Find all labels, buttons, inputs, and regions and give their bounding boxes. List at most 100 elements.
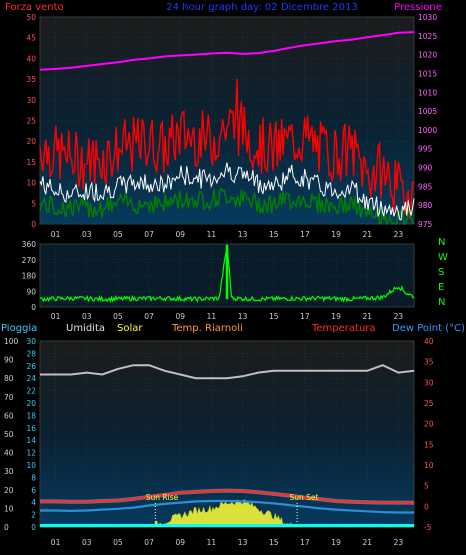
- pressure-y-tick-label: 990: [418, 164, 433, 173]
- temp-x-tick-label: 11: [207, 538, 217, 547]
- dir-letter-s: S: [438, 267, 444, 278]
- humidity-y-tick-label: 0: [4, 523, 9, 532]
- rain-y-tick-label: 0: [31, 523, 36, 532]
- direction-y-tick-label: 180: [22, 272, 37, 281]
- wind-x-tick-label: 21: [362, 230, 372, 239]
- legend-heat-index: Temp. Riarnoli: [171, 323, 243, 334]
- temp-x-tick-label: 13: [238, 538, 248, 547]
- wind-y-tick-label: 0: [31, 220, 36, 229]
- direction-x-tick-label: 07: [144, 312, 154, 321]
- rain-y-tick-label: 8: [31, 473, 36, 482]
- legend-dewpoint: Dew Point (°C): [392, 323, 465, 334]
- humidity-y-tick-label: 30: [4, 467, 14, 476]
- wind-x-tick-label: 19: [331, 230, 341, 239]
- direction-y-tick-label: 270: [22, 256, 37, 265]
- temp-x-tick-label: 05: [113, 538, 123, 547]
- wind-x-tick-label: 09: [175, 230, 185, 239]
- direction-x-tick-label: 13: [238, 312, 248, 321]
- temp-x-tick-label: 17: [300, 538, 310, 547]
- humidity-y-tick-label: 80: [4, 374, 14, 383]
- pressure-y-tick-label: 1015: [418, 69, 437, 78]
- sunrise-label: Sun Rise: [146, 493, 179, 502]
- temperature-y-tick-label: 5: [424, 482, 429, 491]
- temp-x-tick-label: 01: [51, 538, 61, 547]
- temp-x-tick-label: 07: [144, 538, 154, 547]
- pressure-y-tick-label: 995: [418, 145, 433, 154]
- temperature-y-tick-label: 35: [424, 358, 434, 367]
- direction-x-tick-label: 05: [113, 312, 123, 321]
- wind-y-tick-label: 5: [31, 199, 36, 208]
- pressure-y-tick-label: 1010: [418, 88, 437, 97]
- pressure-y-tick-label: 980: [418, 201, 433, 210]
- dir-letter-n-bottom: N: [438, 297, 445, 308]
- wind-y-tick-label: 35: [26, 75, 36, 84]
- direction-y-tick-label: 360: [22, 240, 37, 249]
- direction-y-tick-label: 90: [26, 287, 36, 296]
- dir-letter-n-top: N: [438, 237, 445, 248]
- rain-y-tick-label: 16: [26, 424, 36, 433]
- wind-x-tick-label: 07: [144, 230, 154, 239]
- pressure-label: Pressione: [394, 2, 442, 13]
- rain-y-tick-label: 26: [26, 362, 36, 371]
- wind-gust-line: [39, 79, 415, 220]
- rain-y-tick-label: 10: [26, 461, 36, 470]
- legend-humidity: Umidita: [66, 323, 105, 334]
- rain-y-tick-label: 22: [26, 387, 36, 396]
- direction-x-tick-label: 15: [269, 312, 279, 321]
- humidity-y-tick-label: 20: [4, 486, 14, 495]
- direction-x-tick-label: 17: [300, 312, 310, 321]
- humidity-y-tick-label: 90: [4, 356, 14, 365]
- temperature-y-tick-label: 40: [424, 337, 434, 346]
- direction-x-tick-label: 21: [362, 312, 372, 321]
- wind-y-tick-label: 30: [26, 96, 36, 105]
- temp-x-tick-label: 23: [394, 538, 404, 547]
- wind-x-tick-label: 05: [113, 230, 123, 239]
- direction-x-tick-label: 11: [207, 312, 217, 321]
- legend-temperature: Temperatura: [311, 323, 376, 334]
- temp-x-tick-label: 09: [175, 538, 185, 547]
- pressure-y-tick-label: 1000: [418, 126, 437, 135]
- legend-solar: Solar: [117, 323, 143, 334]
- wind-y-tick-label: 15: [26, 158, 36, 167]
- temperature-y-tick-label: 25: [424, 399, 434, 408]
- temperature-y-tick-label: 15: [424, 440, 434, 449]
- wind-x-tick-label: 13: [238, 230, 248, 239]
- temperature-y-tick-label: 20: [424, 420, 434, 429]
- humidity-y-tick-label: 70: [4, 393, 14, 402]
- pressure-y-tick-label: 1030: [418, 13, 437, 22]
- rain-y-tick-label: 4: [31, 498, 36, 507]
- pressure-y-tick-label: 975: [418, 220, 433, 229]
- dewpoint-line: [40, 499, 414, 514]
- humidity-y-tick-label: 40: [4, 449, 14, 458]
- wind-x-tick-label: 01: [51, 230, 61, 239]
- temperature-y-tick-label: 10: [424, 461, 434, 470]
- temp-plot-area: [39, 340, 415, 528]
- temp-x-tick-label: 15: [269, 538, 279, 547]
- humidity-y-tick-label: 100: [4, 337, 19, 346]
- rain-y-tick-label: 18: [26, 411, 36, 420]
- rain-y-tick-label: 6: [31, 486, 36, 495]
- dir-letter-w: W: [438, 252, 448, 263]
- direction-x-tick-label: 23: [394, 312, 404, 321]
- wind-base-line: [39, 187, 415, 226]
- wind-y-tick-label: 25: [26, 117, 36, 126]
- pressure-y-tick-label: 1005: [418, 107, 437, 116]
- wind-y-tick-label: 50: [26, 13, 36, 22]
- pressure-y-tick-label: 1025: [418, 32, 437, 41]
- pressure-y-tick-label: 1020: [418, 51, 437, 60]
- temperature-line: [40, 489, 414, 504]
- rain-y-tick-label: 24: [26, 374, 36, 383]
- direction-x-tick-label: 19: [331, 312, 341, 321]
- direction-x-tick-label: 09: [175, 312, 185, 321]
- direction-x-tick-label: 03: [82, 312, 92, 321]
- rain-y-tick-label: 14: [26, 436, 36, 445]
- pressure-y-tick-label: 985: [418, 182, 433, 191]
- wind-x-tick-label: 11: [207, 230, 217, 239]
- wind-y-tick-label: 20: [26, 137, 36, 146]
- wind-x-tick-label: 17: [300, 230, 310, 239]
- wind-y-tick-label: 10: [26, 179, 36, 188]
- direction-y-tick-label: 0: [31, 303, 36, 312]
- temp-x-tick-label: 21: [362, 538, 372, 547]
- temperature-y-tick-label: 30: [424, 378, 434, 387]
